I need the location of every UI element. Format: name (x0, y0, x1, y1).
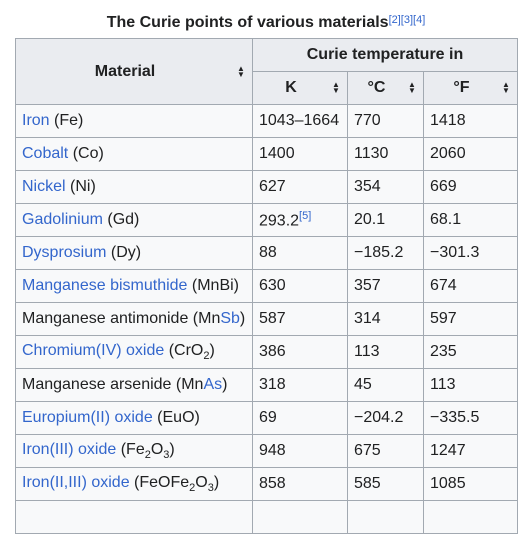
sort-updown-icon[interactable]: ▲ ▼ (332, 80, 340, 95)
table-row: Iron(II,III) oxide (FeOFe2O3) 858 585 10… (15, 467, 518, 501)
kelvin-cell: 386 (252, 335, 348, 369)
material-cell: Cobalt (Co) (15, 137, 253, 171)
material-cell: Manganese bismuthide (MnBi) (15, 269, 253, 303)
header-material[interactable]: Material ▲ ▼ (15, 38, 253, 105)
kelvin-cell: 293.2[5] (252, 203, 348, 237)
fahrenheit-cell: 669 (423, 170, 518, 204)
celsius-cell: 357 (347, 269, 424, 303)
celsius-cell: 45 (347, 368, 424, 402)
material-cell: Iron(II,III) oxide (FeOFe2O3) (15, 467, 253, 501)
material-cell: Europium(II) oxide (EuO) (15, 401, 253, 435)
fahrenheit-cell: 1418 (423, 104, 518, 138)
fahrenheit-cell: 597 (423, 302, 518, 336)
material-cell: Chromium(IV) oxide (CrO2) (15, 335, 253, 369)
material-cell: Iron (Fe) (15, 104, 253, 138)
caption-title: The Curie points of various materials (106, 14, 389, 31)
element-link[interactable]: As (203, 376, 223, 393)
table-row: Chromium(IV) oxide (CrO2) 386 113 235 (15, 335, 518, 369)
sort-updown-icon[interactable]: ▲ ▼ (502, 80, 510, 95)
kelvin-cell: 69 (252, 401, 348, 435)
sort-updown-icon[interactable]: ▲ ▼ (408, 80, 416, 95)
header-celsius[interactable]: °C ▲ ▼ (347, 71, 424, 105)
kelvin-cell: 587 (252, 302, 348, 336)
celsius-cell: −204.2 (347, 401, 424, 435)
fahrenheit-cell: −335.5 (423, 401, 518, 435)
table-row-partial (15, 500, 518, 534)
kelvin-cell: 858 (252, 467, 348, 501)
header-fahrenheit[interactable]: °F ▲ ▼ (423, 71, 518, 105)
table-caption: The Curie points of various materials[2]… (0, 12, 526, 34)
header-curie-group: Curie temperature in (252, 38, 518, 72)
table-row: Cobalt (Co) 1400 1130 2060 (15, 137, 518, 171)
material-cell: Manganese antimonide (MnSb) (15, 302, 253, 336)
fahrenheit-cell: −301.3 (423, 236, 518, 270)
fahrenheit-cell (423, 500, 518, 534)
celsius-cell (347, 500, 424, 534)
celsius-cell: 354 (347, 170, 424, 204)
page: The Curie points of various materials[2]… (0, 12, 526, 534)
material-link[interactable]: Manganese bismuthide (22, 277, 188, 294)
material-link[interactable]: Europium(II) oxide (22, 409, 153, 426)
material-link[interactable]: Dysprosium (22, 244, 107, 261)
celsius-cell: 675 (347, 434, 424, 468)
ref-2[interactable]: [2] (388, 14, 401, 26)
fahrenheit-cell: 1247 (423, 434, 518, 468)
material-cell: Gadolinium (Gd) (15, 203, 253, 237)
fahrenheit-cell: 235 (423, 335, 518, 369)
table-row: Nickel (Ni) 627 354 669 (15, 170, 518, 204)
kelvin-cell: 318 (252, 368, 348, 402)
material-link[interactable]: Iron(III) oxide (22, 440, 117, 458)
ref-3[interactable]: [3] (400, 14, 414, 26)
material-cell (15, 500, 253, 534)
material-link[interactable]: Gadolinium (22, 211, 103, 228)
celsius-cell: 20.1 (347, 203, 424, 237)
material-link[interactable]: Chromium(IV) oxide (22, 341, 165, 359)
kelvin-cell: 1400 (252, 137, 348, 171)
header-kelvin[interactable]: K ▲ ▼ (252, 71, 348, 105)
ref-4[interactable]: [4] (413, 14, 426, 26)
celsius-cell: −185.2 (347, 236, 424, 270)
table-row: Europium(II) oxide (EuO) 69 −204.2 −335.… (15, 401, 518, 435)
table-row: Manganese arsenide (MnAs) 318 45 113 (15, 368, 518, 402)
fahrenheit-cell: 674 (423, 269, 518, 303)
sort-updown-icon[interactable]: ▲ ▼ (237, 63, 245, 79)
kelvin-cell: 627 (252, 170, 348, 204)
table-row: Iron(III) oxide (Fe2O3) 948 675 1247 (15, 434, 518, 468)
kelvin-cell (252, 500, 348, 534)
table-row: Dysprosium (Dy) 88 −185.2 −301.3 (15, 236, 518, 270)
celsius-cell: 1130 (347, 137, 424, 171)
fahrenheit-cell: 68.1 (423, 203, 518, 237)
material-link[interactable]: Iron (22, 112, 50, 129)
curie-table: Material ▲ ▼ Curie temperature in K ▲ ▼ °C… (15, 38, 518, 534)
element-link[interactable]: Sb (220, 310, 240, 327)
table-row: Gadolinium (Gd) 293.2[5] 20.1 68.1 (15, 203, 518, 237)
table-row: Iron (Fe) 1043–1664 770 1418 (15, 104, 518, 138)
celsius-cell: 585 (347, 467, 424, 501)
kelvin-cell: 948 (252, 434, 348, 468)
fahrenheit-cell: 1085 (423, 467, 518, 501)
celsius-cell: 314 (347, 302, 424, 336)
fahrenheit-cell: 113 (423, 368, 518, 402)
material-link[interactable]: Cobalt (22, 145, 69, 162)
kelvin-cell: 630 (252, 269, 348, 303)
material-cell: Nickel (Ni) (15, 170, 253, 204)
celsius-cell: 113 (347, 335, 424, 369)
fahrenheit-cell: 2060 (423, 137, 518, 171)
celsius-cell: 770 (347, 104, 424, 138)
table-row: Manganese bismuthide (MnBi) 630 357 674 (15, 269, 518, 303)
kelvin-cell: 88 (252, 236, 348, 270)
material-link[interactable]: Iron(II,III) oxide (22, 473, 130, 491)
material-cell: Manganese arsenide (MnAs) (15, 368, 253, 402)
kelvin-cell: 1043–1664 (252, 104, 348, 138)
material-cell: Iron(III) oxide (Fe2O3) (15, 434, 253, 468)
table-row: Manganese antimonide (MnSb) 587 314 597 (15, 302, 518, 336)
material-cell: Dysprosium (Dy) (15, 236, 253, 270)
material-link[interactable]: Nickel (22, 178, 66, 195)
ref-5[interactable]: [5] (299, 209, 312, 222)
